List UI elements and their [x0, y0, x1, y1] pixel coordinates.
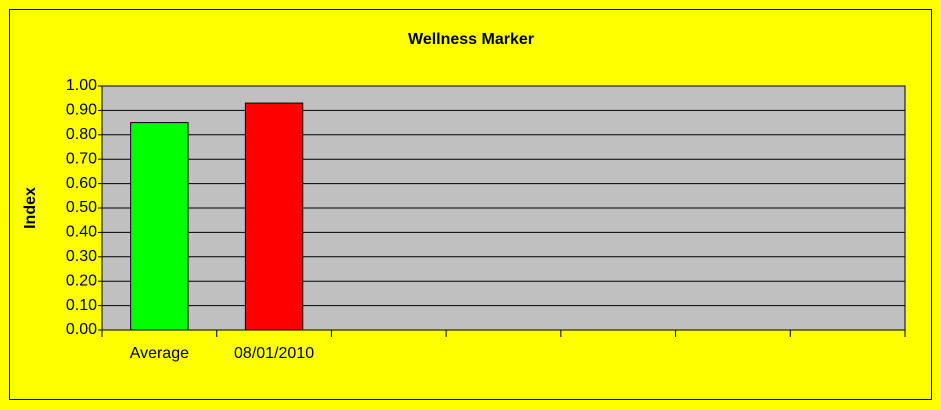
- y-tick-label: 0.10: [66, 297, 97, 314]
- y-tick-label: 0.00: [66, 321, 97, 338]
- y-axis-label: Index: [22, 187, 39, 229]
- x-tick-label: 08/01/2010: [234, 345, 314, 362]
- bar: [244, 102, 304, 331]
- y-tick-label: 0.60: [66, 175, 97, 192]
- x-tick-label: Average: [130, 345, 189, 362]
- y-tick-label: 0.50: [66, 199, 97, 216]
- y-tick-label: 1.00: [66, 77, 97, 94]
- y-tick-label: 0.30: [66, 248, 97, 265]
- y-tick-label: 0.80: [66, 126, 97, 143]
- bar: [130, 122, 189, 331]
- y-tick-label: 0.20: [66, 272, 97, 289]
- y-tick-label: 0.40: [66, 224, 97, 241]
- y-tick-label: 0.70: [66, 150, 97, 167]
- chart-title: Wellness Marker: [408, 31, 534, 48]
- y-tick-label: 0.90: [66, 102, 97, 119]
- chart-border: [9, 9, 932, 400]
